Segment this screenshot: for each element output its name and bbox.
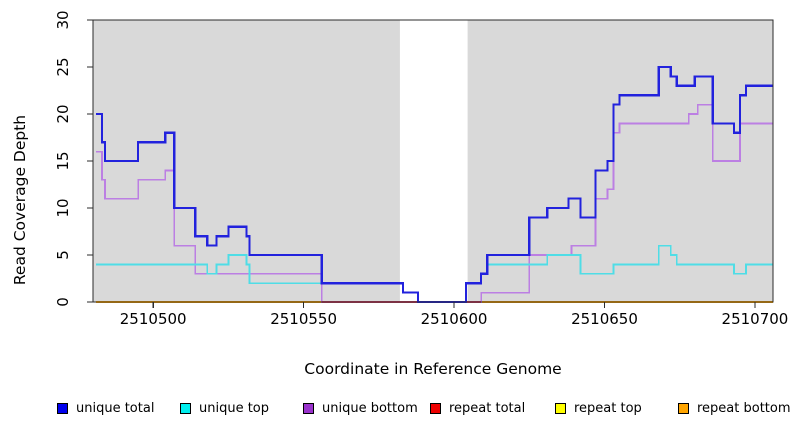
legend-item-unique-total: unique total <box>57 399 154 417</box>
legend-label: unique bottom <box>322 400 418 416</box>
y-tick-label: 25 <box>54 57 72 76</box>
y-tick-label: 10 <box>54 198 72 217</box>
legend-swatch-icon <box>678 402 689 414</box>
legend-item-repeat-total: repeat total <box>430 399 525 417</box>
y-tick-label: 30 <box>54 10 72 29</box>
legend-item-repeat-bottom: repeat bottom <box>678 399 791 417</box>
legend-item-repeat-top: repeat top <box>555 399 642 417</box>
legend-label: repeat top <box>574 400 642 416</box>
chart-legend: unique total unique top unique bottom repea… <box>0 399 792 425</box>
legend-swatch-icon <box>303 402 314 414</box>
legend-item-unique-bottom: unique bottom <box>303 399 418 417</box>
y-tick-label: 5 <box>54 250 72 260</box>
legend-item-unique-top: unique top <box>180 399 269 417</box>
legend-swatch-icon <box>180 402 191 414</box>
coverage-gap-band <box>399 20 468 302</box>
x-axis-title: Coordinate in Reference Genome <box>304 360 561 378</box>
y-tick-label: 15 <box>54 151 72 170</box>
y-axis-title: Read Coverage Depth <box>11 115 29 285</box>
legend-label: repeat bottom <box>697 400 791 416</box>
legend-label: repeat total <box>449 400 526 416</box>
x-tick-label: 2510500 <box>120 310 187 328</box>
legend-swatch-icon <box>430 402 441 414</box>
x-tick-label: 2510550 <box>270 310 337 328</box>
x-tick-label: 2510700 <box>722 310 789 328</box>
y-tick-label: 0 <box>54 297 72 307</box>
legend-swatch-icon <box>555 402 566 414</box>
x-tick-label: 2510650 <box>571 310 638 328</box>
legend-swatch-icon <box>57 402 68 414</box>
y-tick-label: 20 <box>54 104 72 123</box>
x-tick-label: 2510600 <box>421 310 488 328</box>
legend-label: unique top <box>199 400 270 416</box>
legend-label: unique total <box>76 400 155 416</box>
series-unique-total <box>96 65 773 304</box>
